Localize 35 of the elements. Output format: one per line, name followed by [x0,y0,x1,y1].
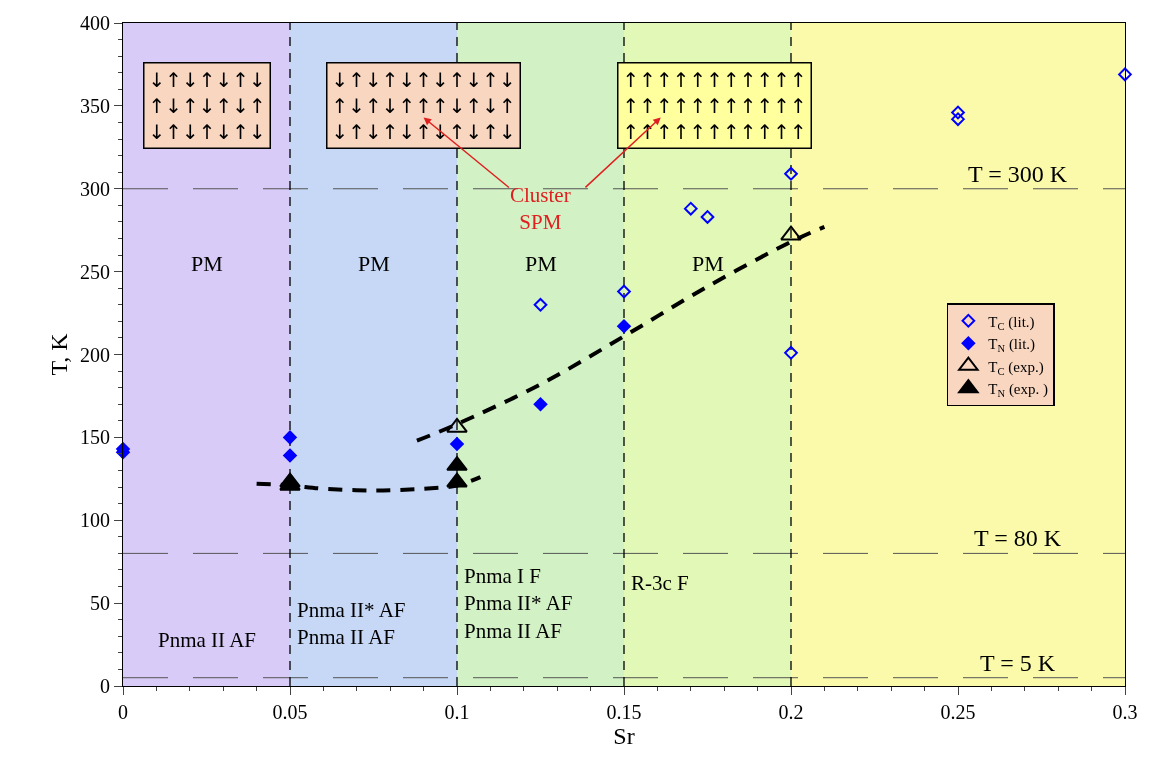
x-tick-label: 0.05 [272,701,308,723]
annotation: PM [692,251,724,276]
annotation: Pnma I F Pnma II* AF Pnma II AF [464,564,573,643]
ref-line-label: T = 5 K [980,650,1056,676]
legend-label: T$_{C}$ (lit.) [988,313,1035,332]
legend-label: T$_{N}$ (lit.) [988,336,1036,355]
y-tick-label: 50 [90,592,110,615]
ref-line-label: T = 300 K [968,161,1068,187]
annotation: PM [191,251,223,276]
ref-line-label: T = 80 K [974,525,1062,551]
annotation: Pnma II AF [158,628,257,652]
x-tick-label: 0 [118,701,128,723]
annotation: Cluster SPM [510,183,571,235]
x-tick-label: 0.1 [444,701,470,723]
y-tick-label: 0 [100,675,110,697]
legend-label: T$_{N}$ (exp. ) [988,381,1049,400]
x-axis-title: Sr [613,723,635,750]
y-tick-label: 100 [80,509,110,532]
annotation: R-3c F [631,571,689,595]
x-tick-label: 0.25 [940,701,976,723]
y-tick-label: 150 [80,426,110,449]
y-tick-label: 200 [80,343,110,366]
x-tick-label: 0.2 [778,701,804,723]
annotation: ↓↑↓↑↓↑↓ ↑↓↑↓↑↓↑ ↓↑↓↑↓↑↓ [148,67,266,144]
annotation: Pnma II* AF Pnma II AF [297,598,406,650]
annotation: PM [358,251,390,276]
y-tick-label: 250 [80,260,110,283]
annotation: PM [525,251,557,276]
y-tick-label: 300 [80,177,110,200]
x-tick-label: 0.15 [606,701,642,723]
y-tick-label: 350 [80,94,110,117]
legend-label: T$_{C}$ (exp.) [988,358,1044,377]
y-axis-title: T, K [46,332,73,376]
y-tick-label: 400 [80,12,110,34]
x-tick-label: 0.3 [1112,701,1138,723]
